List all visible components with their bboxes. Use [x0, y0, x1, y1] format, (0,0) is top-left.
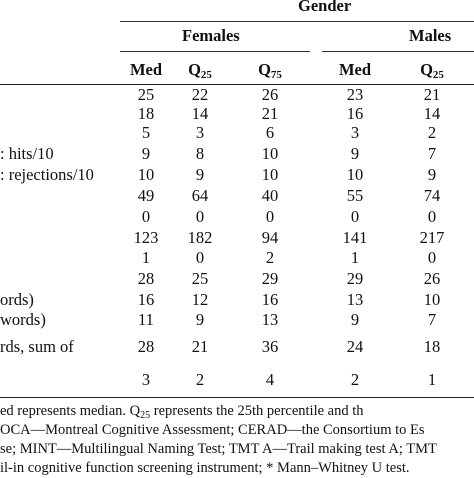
- table-cell: 49: [137, 186, 155, 205]
- table-cell: 18: [423, 337, 441, 356]
- table-cell: 13: [261, 310, 279, 329]
- table-cell: 0: [427, 207, 437, 226]
- table-cell: 28: [137, 337, 155, 356]
- table-caption-line-1: ed represents median. Q25 represents the…: [0, 403, 364, 421]
- table-cell: 11: [138, 310, 154, 329]
- table-cell: 0: [427, 248, 437, 267]
- table-cell: 29: [261, 269, 279, 288]
- table-cell: 24: [346, 337, 364, 356]
- table-cell: 0: [265, 207, 275, 226]
- table-cell: 0: [195, 207, 205, 226]
- table-cell: 21: [191, 337, 209, 356]
- col-header-male-q25: Q25: [420, 60, 444, 82]
- table-cell: 123: [133, 228, 159, 247]
- table-cell: 16: [261, 290, 279, 309]
- table-cell: 0: [350, 207, 360, 226]
- females-rule: [120, 51, 310, 52]
- table-cell: 9: [350, 310, 360, 329]
- table-cell: 4: [265, 370, 275, 389]
- row-label: rds, sum of: [0, 337, 74, 356]
- table-cell: 2: [195, 370, 205, 389]
- gender-group-rule: [120, 21, 474, 22]
- table-cell: 3: [141, 370, 151, 389]
- row-label: : rejections/10: [0, 165, 94, 184]
- table-cell: 2: [265, 248, 275, 267]
- table-cell: 22: [191, 85, 209, 104]
- table-cell: 18: [137, 104, 155, 123]
- table-cell: 9: [350, 144, 360, 163]
- table-cell: 21: [261, 104, 279, 123]
- table-cell: 2: [350, 370, 360, 389]
- table-cell: 10: [261, 144, 279, 163]
- table-cell: 28: [137, 269, 155, 288]
- table-cell: 16: [137, 290, 155, 309]
- table-caption-line-4: il-in cognitive function screening instr…: [0, 460, 410, 476]
- col-header-female-q75: Q75: [258, 60, 282, 82]
- col-header-female-q25: Q25: [188, 60, 212, 82]
- table-cell: 0: [195, 248, 205, 267]
- table-cell: 1: [350, 248, 360, 267]
- table-cell: 16: [346, 104, 364, 123]
- table-cell: 23: [346, 85, 364, 104]
- table-cell: 12: [191, 290, 209, 309]
- table-cell: 10: [137, 165, 155, 184]
- table-cell: 182: [187, 228, 213, 247]
- gender-group-header: Gender: [298, 0, 352, 15]
- table-cell: 26: [261, 85, 279, 104]
- header-bottom-rule: [0, 84, 474, 85]
- table-cell: 3: [195, 123, 205, 142]
- table-cell: 14: [191, 104, 209, 123]
- table-cell: 21: [423, 85, 441, 104]
- table-cell: 94: [261, 228, 279, 247]
- table-cell: 9: [195, 310, 205, 329]
- males-rule: [322, 51, 474, 52]
- row-label: : hits/10: [0, 144, 54, 163]
- table-cell: 25: [137, 85, 155, 104]
- table-cell: 7: [427, 144, 437, 163]
- table-cell: 55: [346, 186, 364, 205]
- table-cell: 3: [350, 123, 360, 142]
- table-cell: 141: [342, 228, 368, 247]
- table-cell: 36: [261, 337, 279, 356]
- table-cell: 8: [195, 144, 205, 163]
- table-cell: 10: [423, 290, 441, 309]
- col-header-female-med: Med: [129, 60, 163, 79]
- table-cell: 26: [423, 269, 441, 288]
- table-cell: 5: [141, 123, 151, 142]
- row-label: ords): [0, 290, 34, 309]
- table-caption-line-2: OCA—Montreal Cognitive Assessment; CERAD…: [0, 422, 425, 438]
- males-header: Males: [409, 26, 452, 45]
- row-label: words): [0, 310, 46, 329]
- table-cell: 9: [141, 144, 151, 163]
- table-cell: 25: [191, 269, 209, 288]
- table-cell: 9: [195, 165, 205, 184]
- table-cell: 10: [261, 165, 279, 184]
- table-cell: 64: [191, 186, 209, 205]
- table-cell: 74: [423, 186, 441, 205]
- females-header: Females: [182, 26, 240, 45]
- table-cell: 2: [427, 123, 437, 142]
- table-caption-line-3: se; MINT—Multilingual Naming Test; TMT A…: [0, 441, 437, 457]
- table-cell: 13: [346, 290, 364, 309]
- table-cell: 14: [423, 104, 441, 123]
- table-cell: 217: [419, 228, 445, 247]
- col-header-male-med: Med: [338, 60, 372, 79]
- table-cell: 40: [261, 186, 279, 205]
- table-cell: 0: [141, 207, 151, 226]
- table-cell: 29: [346, 269, 364, 288]
- table-cell: 1: [141, 248, 151, 267]
- table-cell: 6: [265, 123, 275, 142]
- table-cell: 9: [427, 165, 437, 184]
- table-bottom-rule: [0, 397, 474, 398]
- table-cell: 7: [427, 310, 437, 329]
- table-cell: 10: [346, 165, 364, 184]
- table-cell: 1: [427, 370, 437, 389]
